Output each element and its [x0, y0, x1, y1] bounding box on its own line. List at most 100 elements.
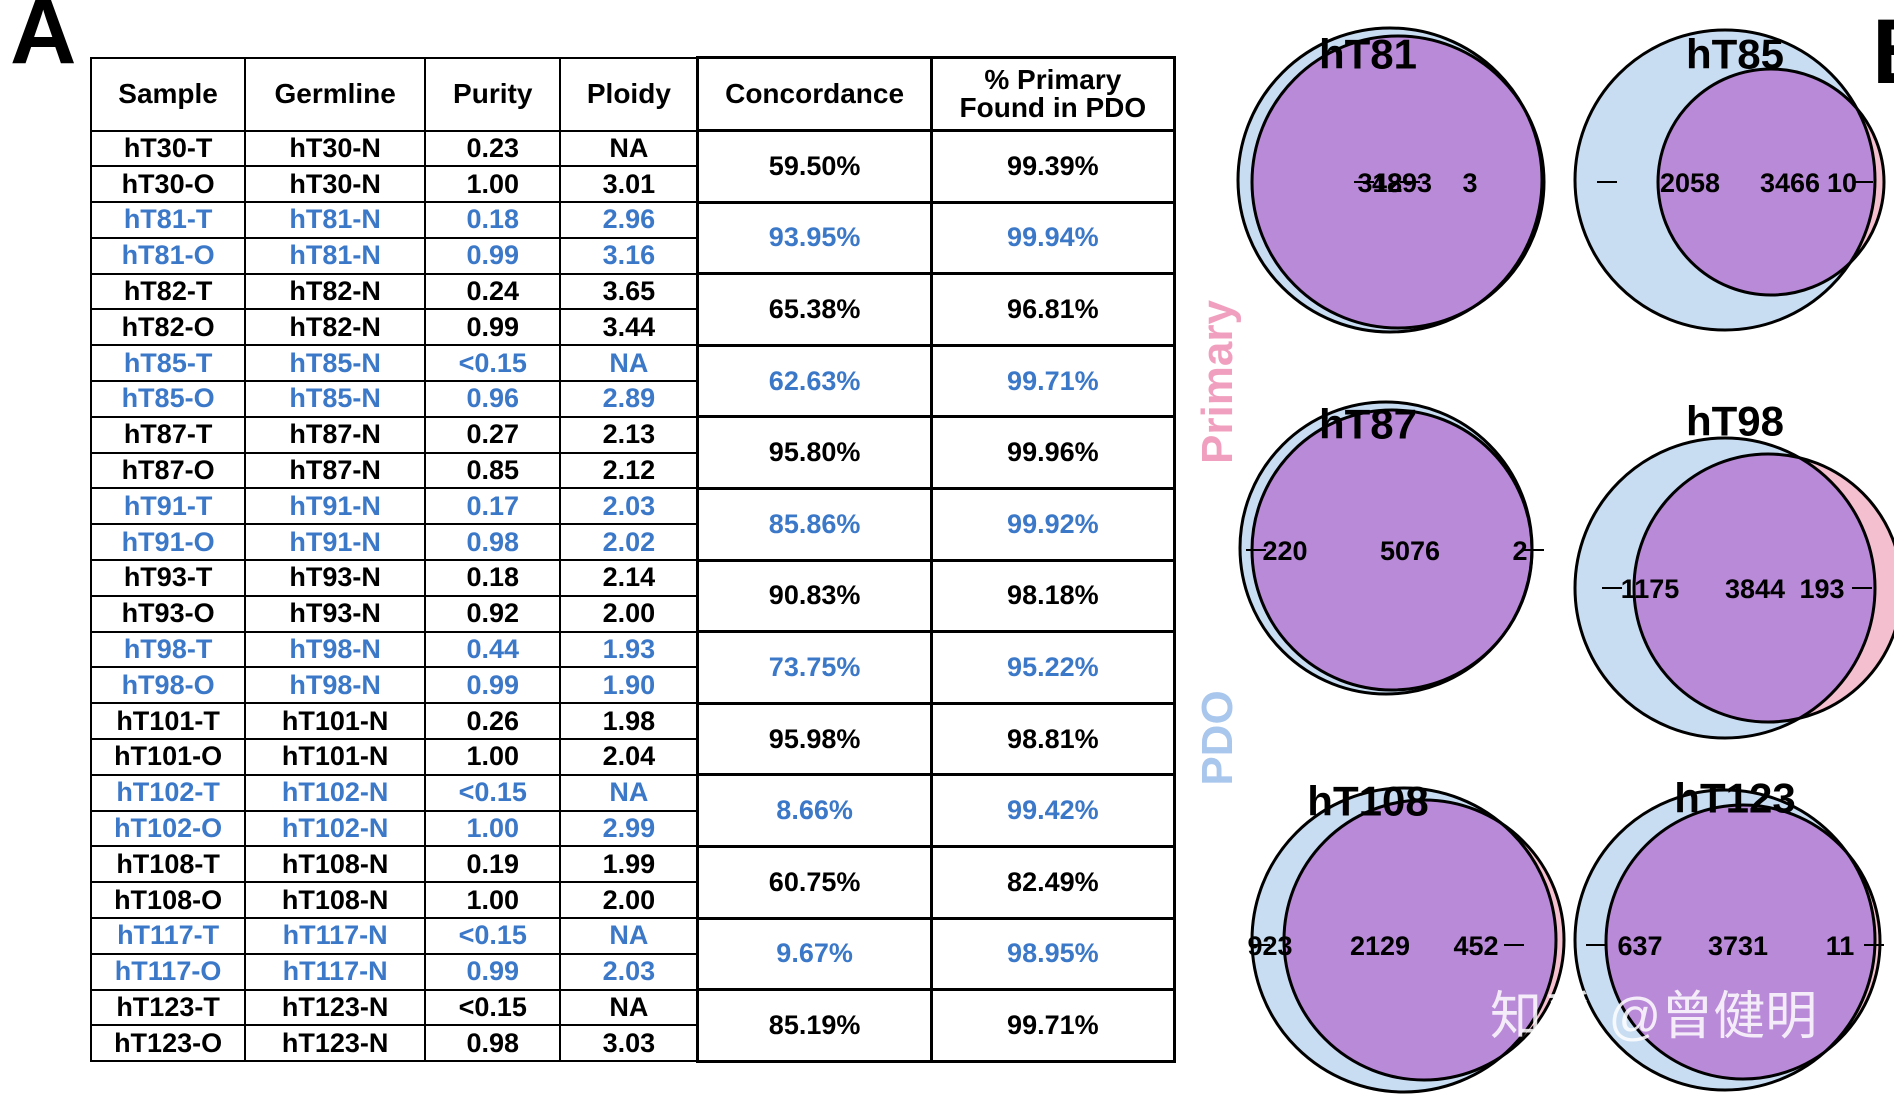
cell-germline: hT98-N [244, 666, 427, 705]
table-row: hT85-O hT85-N 0.96 2.89 [89, 380, 1175, 418]
cell-sample: hT98-O [89, 666, 247, 705]
table-row: hT102-O hT102-N 1.00 2.99 [89, 809, 1175, 848]
cell-concordance: 85.19% [696, 988, 933, 1063]
cell-ploidy: 2.99 [559, 809, 699, 848]
header-ploidy: Ploidy [559, 56, 699, 132]
cell-germline: hT87-N [244, 451, 427, 490]
cell-ploidy: 2.04 [559, 738, 699, 776]
venn-overlap [1252, 410, 1532, 690]
panel-label-a: A [10, 0, 77, 83]
cell-sample: hT30-O [89, 165, 247, 204]
venn-primary-only-count: 10 [1827, 168, 1857, 198]
cell-purity: <0.15 [424, 344, 562, 383]
cell-ploidy: 2.14 [559, 559, 699, 597]
cell-germline: hT101-N [244, 702, 427, 741]
table-row: hT91-O hT91-N 0.98 2.02 [89, 523, 1175, 562]
cell-sample: hT101-O [89, 738, 247, 776]
venn-title: hT98 [1686, 397, 1784, 444]
cell-concordance: 9.67% [696, 916, 933, 992]
cell-ploidy: 2.12 [559, 451, 699, 490]
venn-primary-outline [1604, 803, 1882, 1081]
venn-shared-count: 5076 [1380, 536, 1440, 566]
header-sample: Sample [89, 56, 247, 132]
table-row: hT108-T hT108-N 0.19 1.99 60.75% 82.49% [89, 844, 1177, 920]
venn-pdo-only-count: 2058 [1660, 168, 1720, 198]
cell-ploidy: 2.03 [559, 487, 699, 526]
cell-germline: hT30-N [244, 129, 427, 168]
cell-purity: <0.15 [424, 917, 562, 955]
venn-shared-count: 3731 [1708, 931, 1768, 961]
cell-ploidy: 1.99 [559, 845, 699, 884]
venn-overlap [1284, 800, 1556, 1080]
table-row: hT123-O hT123-N 0.98 3.03 [89, 1024, 1175, 1063]
cell-purity: 0.99 [424, 308, 562, 347]
cell-sample: hT117-O [89, 952, 247, 991]
cell-ploidy: 1.90 [559, 666, 699, 705]
cell-concordance: 8.66% [696, 773, 933, 848]
venn-pdo-outline [1236, 26, 1544, 334]
cell-primary-found: 98.81% [929, 701, 1177, 777]
cell-sample: hT81-T [89, 201, 247, 239]
venn-title: hT123 [1674, 774, 1795, 821]
table-row: hT101-O hT101-N 1.00 2.04 [89, 738, 1175, 776]
cell-germline: hT82-N [244, 308, 427, 347]
cell-concordance: 95.80% [696, 415, 933, 490]
header-primary-line1: % Primary [984, 64, 1122, 95]
cell-primary-found: 98.18% [929, 558, 1177, 634]
cell-germline: hT123-N [244, 1024, 427, 1063]
cell-sample: hT102-T [89, 773, 247, 812]
venn-primary-only-count: 3 [1462, 168, 1477, 198]
venn-title: hT81 [1319, 30, 1417, 77]
cell-primary-found: 96.81% [929, 272, 1177, 347]
cell-purity: 0.24 [424, 272, 562, 311]
venn-primary-only-count: 2 [1512, 536, 1527, 566]
venn-pdo-outline [1250, 786, 1558, 1094]
cell-purity: 0.27 [424, 415, 562, 454]
cell-purity: 1.00 [424, 165, 562, 204]
venn-shared-count: 3844 [1725, 574, 1785, 604]
cell-primary-found: 98.95% [929, 916, 1177, 992]
cell-concordance: 62.63% [696, 343, 933, 419]
cell-purity: 0.92 [424, 594, 562, 633]
cell-primary-found: 99.96% [929, 415, 1177, 490]
cell-ploidy: 3.16 [559, 236, 699, 275]
cell-concordance: 59.50% [696, 129, 933, 204]
cell-primary-found: 99.42% [929, 773, 1177, 848]
watermark-text: 知乎 @曾健明 [1490, 988, 1817, 1046]
venn-primary-outline [1656, 67, 1886, 297]
cell-concordance: 65.38% [696, 272, 933, 347]
cell-sample: hT117-T [89, 917, 247, 955]
cell-purity: 0.23 [424, 129, 562, 168]
cell-germline: hT93-N [244, 594, 427, 633]
cell-sample: hT102-O [89, 809, 247, 848]
venn-pdo-outline [1573, 436, 1877, 740]
venn-ht87: hT87 220 5076 2 [1238, 400, 1544, 696]
table-row: hT102-T hT102-N <0.15 NA 8.66% 99.42% [89, 773, 1177, 848]
venn-title: hT108 [1307, 777, 1428, 824]
cell-purity: 0.18 [424, 559, 562, 597]
cell-germline: hT91-N [244, 487, 427, 526]
venn-pdo-only-count: 637 [1617, 931, 1662, 961]
cell-ploidy: 2.00 [559, 881, 699, 920]
cell-primary-found: 99.39% [929, 129, 1177, 204]
cell-purity: 0.99 [424, 236, 562, 275]
panel-label-b: B [1872, 6, 1894, 98]
table-header-row: Sample Germline Purity Ploidy Concordanc… [89, 56, 1177, 132]
cell-ploidy: 3.65 [559, 272, 699, 311]
venn-shared-count: 3466 [1760, 168, 1820, 198]
table-row: hT108-O hT108-N 1.00 2.00 [89, 881, 1175, 920]
venn-shared-count: 4893 [1372, 168, 1432, 198]
cell-sample: hT98-T [89, 630, 247, 669]
cell-purity: 0.98 [424, 523, 562, 562]
venn-overlap [1252, 36, 1542, 328]
table-row: hT93-T hT93-N 0.18 2.14 90.83% 98.18% [89, 558, 1177, 634]
cell-germline: hT102-N [244, 809, 427, 848]
table-row: hT81-O hT81-N 0.99 3.16 [89, 236, 1175, 275]
cell-sample: hT108-O [89, 881, 247, 920]
venn-pdo-outline [1573, 788, 1877, 1092]
venn-title: hT85 [1686, 30, 1784, 77]
venn-overlap [1606, 805, 1875, 1079]
cell-sample: hT87-O [89, 451, 247, 490]
header-germline: Germline [244, 56, 427, 132]
